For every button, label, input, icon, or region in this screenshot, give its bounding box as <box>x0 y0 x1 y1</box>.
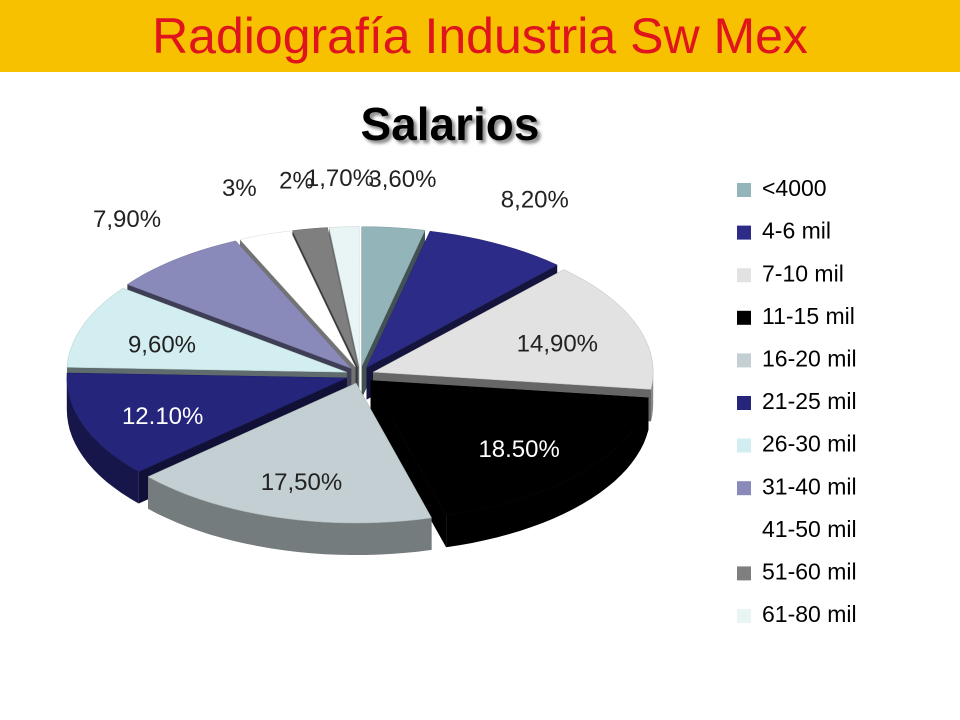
legend-label: 7-10 mil <box>762 260 844 286</box>
pie-slice <box>361 226 426 367</box>
data-label: 3% <box>222 175 257 202</box>
data-label: 3,60% <box>368 166 436 193</box>
legend-swatch <box>737 438 751 453</box>
legend-label: 4-6 mil <box>762 218 831 244</box>
slice-side <box>446 397 649 548</box>
data-label: 2% <box>279 167 314 194</box>
legend-swatch <box>737 566 751 581</box>
legend-label: 31-40 mil <box>762 473 857 499</box>
data-label: 1,70% <box>306 165 374 192</box>
legend-swatch <box>737 481 751 496</box>
legend-swatch <box>737 353 751 368</box>
data-label: 18.50% <box>478 436 559 463</box>
slice-wall <box>370 380 447 548</box>
legend-swatch <box>737 183 751 197</box>
legend-swatch <box>737 609 751 623</box>
pie-slice <box>147 382 432 524</box>
pie-tops <box>66 226 654 524</box>
legend-label: 51-60 mil <box>762 558 857 584</box>
data-label: 14,90% <box>517 330 598 357</box>
legend-swatch <box>737 396 751 410</box>
legend-label: 11-15 mil <box>762 303 855 329</box>
legend-label: <4000 <box>762 175 827 201</box>
slice-side <box>651 372 654 422</box>
pie-slice <box>370 380 649 516</box>
data-label: 9,60% <box>128 331 196 358</box>
chart-title: Salarios <box>361 98 540 150</box>
pie-slice <box>366 230 558 369</box>
pie-slice <box>126 240 352 369</box>
data-label: 7,90% <box>93 206 161 233</box>
pie-slice <box>292 227 358 367</box>
legend-swatch <box>737 268 751 283</box>
pie-slice <box>66 372 347 472</box>
legend-label: 21-25 mil <box>762 388 857 414</box>
slice-side <box>66 377 139 504</box>
data-label: 8,20% <box>501 187 569 214</box>
slide-title: Radiografía Industria Sw Mex <box>152 8 808 64</box>
data-label: 17,50% <box>261 469 342 496</box>
legend-label: 61-80 mil <box>762 601 857 627</box>
legend-label: 26-30 mil <box>762 431 857 457</box>
pie-slice <box>66 287 347 373</box>
title-band <box>0 0 960 72</box>
legend-label: 16-20 mil <box>762 345 857 371</box>
slice-side <box>148 476 432 555</box>
legend-label: 41-50 mil <box>762 516 857 542</box>
legend-swatch <box>737 523 751 538</box>
pie-slice <box>239 230 356 368</box>
legend-swatch <box>737 310 751 325</box>
data-label: 12.10% <box>122 403 203 430</box>
pie-slice <box>328 226 360 367</box>
pie-slice <box>372 269 654 390</box>
legend-swatch <box>737 225 751 240</box>
